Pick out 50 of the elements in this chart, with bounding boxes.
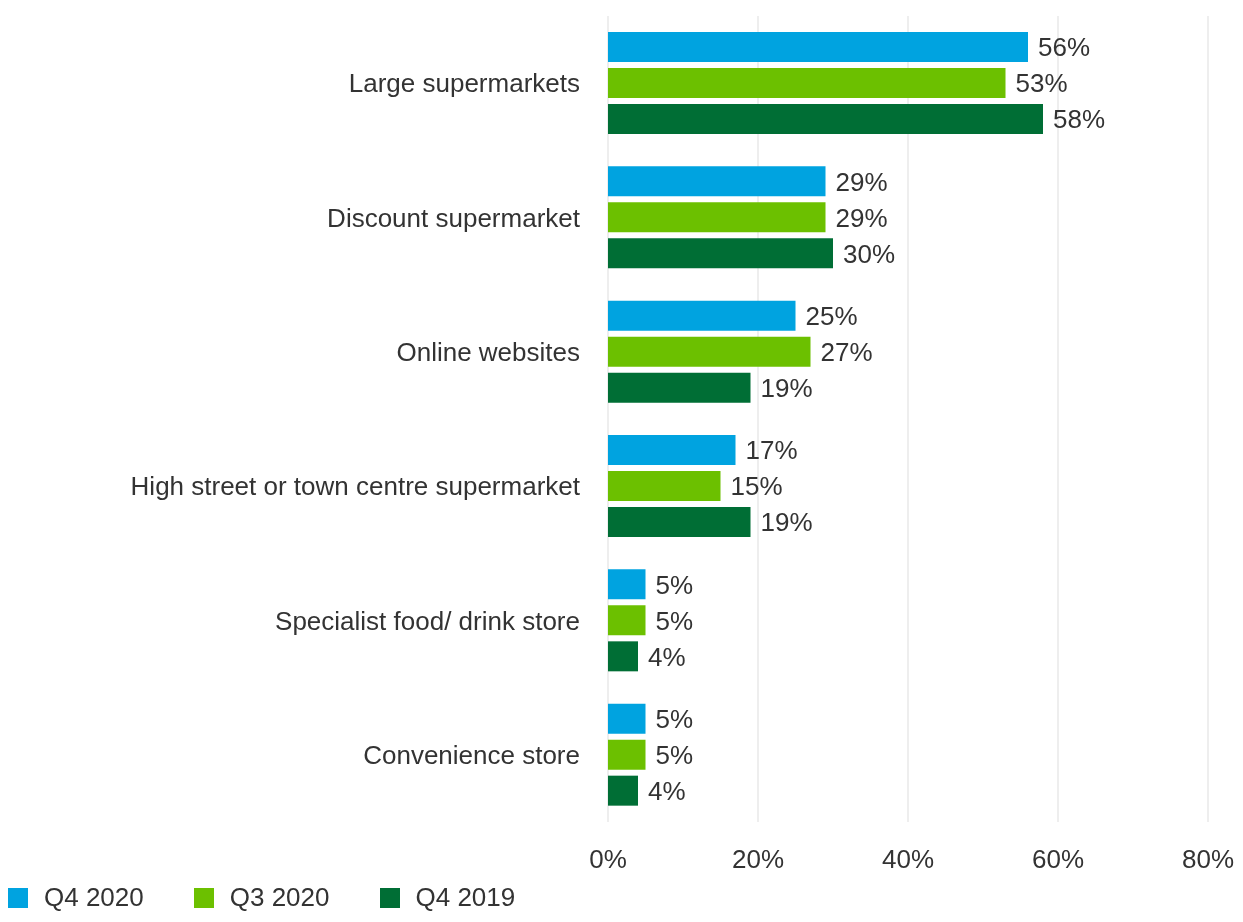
data-label: 19% — [760, 372, 813, 403]
y-tick-label: High street or town centre supermarket — [130, 471, 581, 502]
data-label: 27% — [820, 336, 873, 367]
bar — [608, 68, 1006, 98]
y-tick-label: Discount supermarket — [327, 202, 581, 233]
data-label: 5% — [655, 605, 694, 636]
data-label: 17% — [745, 435, 798, 466]
bar — [608, 300, 796, 331]
legend-label: Q4 2019 — [414, 882, 516, 913]
data-label: 4% — [648, 641, 686, 672]
bar — [608, 238, 833, 269]
bar — [608, 507, 751, 537]
y-tick-label: Specialist food/ drink store — [275, 605, 580, 636]
bar — [608, 372, 751, 403]
legend-label: Q4 2020 — [43, 882, 144, 913]
bar — [608, 435, 736, 465]
x-tick-label: 0% — [589, 844, 627, 875]
x-tick-label: 80% — [1181, 844, 1235, 875]
data-label: 4% — [648, 775, 686, 806]
bar — [608, 471, 721, 501]
bar — [608, 202, 826, 233]
y-tick-label: Online websites — [396, 337, 580, 368]
data-label: 56% — [1038, 32, 1091, 63]
bar — [608, 703, 646, 734]
legend-label: Q3 2020 — [228, 882, 330, 913]
data-label: 15% — [730, 471, 783, 502]
bar — [608, 166, 826, 197]
x-tick-label: 20% — [731, 844, 785, 875]
bar — [608, 569, 646, 600]
x-tick-label: 60% — [1031, 844, 1085, 875]
bar — [608, 605, 646, 636]
bar — [608, 775, 638, 806]
data-label: 53% — [1015, 68, 1068, 99]
data-label: 30% — [843, 238, 896, 269]
bar — [608, 336, 811, 367]
data-label: 19% — [760, 507, 813, 538]
data-label: 29% — [835, 202, 888, 233]
bar — [608, 641, 638, 672]
data-label: 5% — [655, 703, 694, 734]
y-tick-label: Large supermarkets — [348, 68, 580, 99]
bar — [608, 739, 646, 770]
x-tick-label: 40% — [881, 844, 935, 875]
data-label: 25% — [805, 300, 858, 331]
data-label: 5% — [655, 569, 694, 600]
bar — [608, 32, 1028, 62]
bar — [608, 104, 1043, 134]
data-label: 58% — [1053, 104, 1106, 135]
y-tick-label: Convenience store — [363, 740, 580, 771]
data-label: 5% — [655, 739, 694, 770]
data-label: 29% — [835, 166, 888, 197]
